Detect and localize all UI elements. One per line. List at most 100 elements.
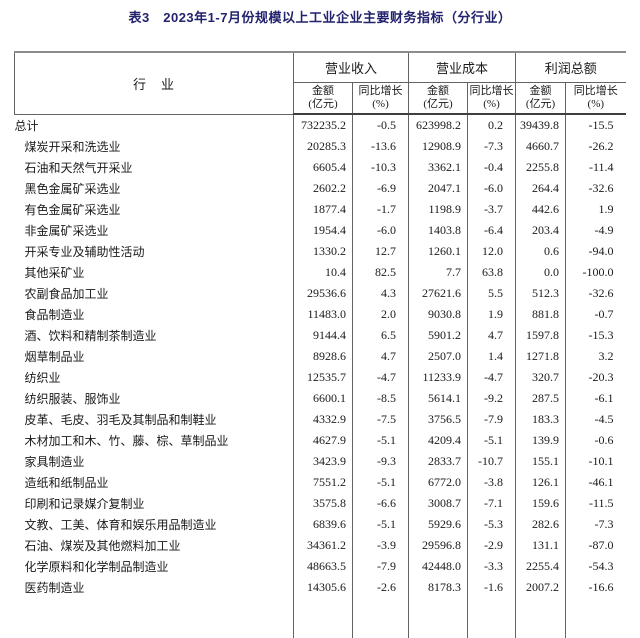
industry-cell: 烟草制品业 [24,350,85,364]
value-cell: 2833.7 [408,451,468,472]
value-cell: 4660.7 [515,136,566,157]
value-cell: 2602.2 [293,178,353,199]
value-cell: -3.9 [351,535,409,556]
value-cell: -94.0 [565,241,626,262]
industry-cell: 其他采矿业 [24,266,85,280]
value-cell: -13.6 [351,136,409,157]
value-cell: 3008.7 [408,493,468,514]
subheader-cost-amount: 金额 (亿元) [408,82,468,115]
value-cell: -9.2 [467,388,516,409]
industry-cell: 造纸和纸制品业 [24,476,109,490]
value-cell: -11.4 [565,157,626,178]
table-row: 其他采矿业 10.4 82.5 7.7 63.8 0.0 -100.0 [15,262,626,283]
value-cell: -11.5 [565,493,626,514]
value-cell: 264.4 [515,178,566,199]
value-cell: 183.3 [515,409,566,430]
value-cell: 4.3 [351,283,409,304]
value-cell: 512.3 [515,283,566,304]
value-cell: 3756.5 [408,409,468,430]
value-cell: 2.0 [351,304,409,325]
value-cell: 39439.8 [515,114,566,136]
value-cell: -5.1 [467,430,516,451]
value-cell: -1.6 [467,577,516,598]
value-cell: -6.0 [467,178,516,199]
value-cell: 4627.9 [293,430,353,451]
value-cell: 12908.9 [408,136,468,157]
value-cell: 0.2 [467,114,516,136]
value-cell [351,598,409,638]
value-cell: -1.7 [351,199,409,220]
value-cell [565,598,626,638]
subheader-revenue-growth: 同比增长 (%) [351,82,409,115]
subheader-revenue-amount: 金额 (亿元) [293,82,353,115]
table-row: 农副食品加工业 29536.6 4.3 27621.6 5.5 512.3 -32.6 [15,283,626,304]
value-cell: 442.6 [515,199,566,220]
value-cell: -6.9 [351,178,409,199]
industry-cell: 酒、饮料和精制茶制造业 [24,329,157,343]
value-cell: 63.8 [467,262,516,283]
value-cell: -4.7 [467,367,516,388]
table-row: 化学原料和化学制品制造业 48663.5 -7.9 42448.0 -3.3 2255.4… [15,556,626,577]
value-cell: 881.8 [515,304,566,325]
value-cell: -54.3 [565,556,626,577]
value-cell: 5.5 [467,283,516,304]
subheader-line2: (亿元) [423,98,453,110]
value-cell: -3.8 [467,472,516,493]
table-row: 有色金属矿采选业 1877.4 -1.7 1198.9 -3.7 442.6 1.9 [15,199,626,220]
table-body: 总计 732235.2 -0.5 623998.2 0.2 39439.8 -15.5 煤炭开… [15,114,626,638]
table-row: 家具制造业 3423.9 -9.3 2833.7 -10.7 155.1 -10.1 [15,451,626,472]
value-cell: 5614.1 [408,388,468,409]
value-cell: 1330.2 [293,241,353,262]
table-row: 开采专业及辅助性活动 1330.2 12.7 1260.1 12.0 0.6 -94.0 [15,241,626,262]
table-row: 非金属矿采选业 1954.4 -6.0 1403.8 -6.4 203.4 -4.9 [15,220,626,241]
value-cell: -10.7 [467,451,516,472]
value-cell: -5.1 [351,472,409,493]
value-cell: 139.9 [515,430,566,451]
value-cell: -15.5 [565,114,626,136]
value-cell: -6.1 [565,388,626,409]
industry-cell: 非金属矿采选业 [24,224,109,238]
value-cell: -32.6 [565,283,626,304]
table-row: 文教、工美、体育和娱乐用品制造业 6839.6 -5.1 5929.6 -5.3 282.… [15,514,626,535]
value-cell: 12.0 [467,241,516,262]
subheader-line1: 同比增长 [358,85,403,97]
value-cell: -2.6 [351,577,409,598]
value-cell: 732235.2 [293,114,353,136]
subheader-line1: 金额 [427,85,450,97]
subheader-line1: 金额 [529,85,552,97]
value-cell: 9030.8 [408,304,468,325]
industry-cell: 家具制造业 [24,455,85,469]
table-row: 酒、饮料和精制茶制造业 9144.4 6.5 5901.2 4.7 1597.8 -15.3 [15,325,626,346]
table-row: 总计 732235.2 -0.5 623998.2 0.2 39439.8 -15.5 [15,114,626,136]
value-cell: 282.6 [515,514,566,535]
value-cell: -4.5 [565,409,626,430]
financial-indicators-table: 行 业 营业收入 营业成本 利润总额 金额 (亿元) 同比增长 (%) 金额 (… [14,51,626,638]
industry-cell: 总计 [14,118,39,133]
subheader-profit-amount: 金额 (亿元) [515,82,566,115]
value-cell: -5.3 [467,514,516,535]
industry-cell: 皮革、毛皮、羽毛及其制品和制鞋业 [24,413,217,427]
value-cell: 3423.9 [293,451,353,472]
value-cell: 6.5 [351,325,409,346]
industry-cell: 有色金属矿采选业 [24,203,121,217]
value-cell: 8928.6 [293,346,353,367]
industry-cell: 开采专业及辅助性活动 [24,245,145,259]
subheader-profit-growth: 同比增长 (%) [565,82,626,115]
subheader-line2: (%) [587,98,605,110]
value-cell: -5.1 [351,430,409,451]
value-cell: -46.1 [565,472,626,493]
value-cell: 2507.0 [408,346,468,367]
value-cell [467,598,516,638]
value-cell: 48663.5 [293,556,353,577]
value-cell: 14305.6 [293,577,353,598]
value-cell: 4.7 [467,325,516,346]
value-cell: 5929.6 [408,514,468,535]
industry-cell: 黑色金属矿采选业 [24,182,121,196]
table-row: 煤炭开采和洗选业 20285.3 -13.6 12908.9 -7.3 4660.7 -26… [15,136,626,157]
table-row: 木材加工和木、竹、藤、棕、草制品业 4627.9 -5.1 4209.4 -5.1 139… [15,430,626,451]
value-cell: -4.9 [565,220,626,241]
value-cell: 29596.8 [408,535,468,556]
value-cell: 1198.9 [408,199,468,220]
value-cell: 1260.1 [408,241,468,262]
value-cell: 11483.0 [293,304,353,325]
